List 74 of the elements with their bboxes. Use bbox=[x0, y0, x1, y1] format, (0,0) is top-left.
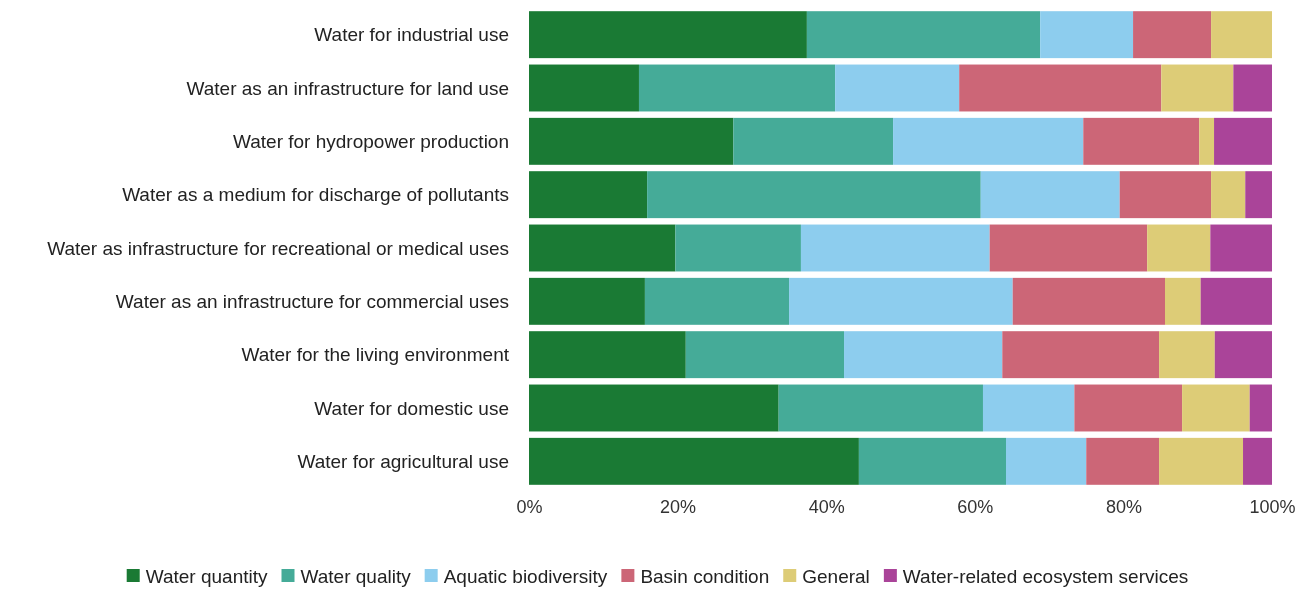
bar bbox=[1147, 224, 1211, 272]
y-tick-label: Water as a medium for discharge of pollutants bbox=[122, 184, 509, 206]
x-tick-label: 20% bbox=[660, 496, 697, 517]
bar bbox=[644, 277, 790, 325]
bar bbox=[638, 64, 836, 112]
bar bbox=[1214, 331, 1272, 379]
bar bbox=[1165, 277, 1201, 325]
legend-label: Basin condition bbox=[640, 565, 770, 587]
bar bbox=[959, 64, 1162, 112]
bar bbox=[1200, 277, 1272, 325]
bar bbox=[1006, 437, 1087, 485]
bar bbox=[1159, 437, 1244, 485]
x-tick-label: 0% bbox=[516, 496, 543, 517]
y-tick-label: Water as infrastructure for recreational or medical uses bbox=[47, 237, 509, 259]
bar bbox=[858, 437, 1007, 485]
bar bbox=[1199, 117, 1215, 165]
y-tick-label: Water for domestic use bbox=[314, 397, 509, 419]
bar bbox=[733, 117, 894, 165]
bar bbox=[1161, 64, 1234, 112]
bar bbox=[529, 277, 645, 325]
bar bbox=[893, 117, 1084, 165]
bar bbox=[1119, 171, 1212, 219]
bar bbox=[529, 64, 639, 112]
bar bbox=[1040, 11, 1134, 59]
bar bbox=[800, 224, 990, 272]
legend-label: Water quality bbox=[300, 565, 412, 587]
legend-label: Water quantity bbox=[145, 565, 268, 587]
y-tick-label: Water for agricultural use bbox=[297, 450, 509, 472]
bar bbox=[675, 224, 801, 272]
bar bbox=[1211, 171, 1246, 219]
x-tick-label: 80% bbox=[1105, 496, 1142, 517]
bar bbox=[806, 11, 1041, 59]
bar bbox=[529, 224, 676, 272]
bar bbox=[835, 64, 960, 112]
bar bbox=[529, 331, 686, 379]
bar bbox=[980, 171, 1120, 219]
bar bbox=[1214, 117, 1272, 165]
bar bbox=[1211, 11, 1272, 59]
bar bbox=[844, 331, 1003, 379]
bar bbox=[1083, 117, 1200, 165]
legend-label: Water-related ecosystem services bbox=[902, 565, 1189, 587]
bar bbox=[1012, 277, 1166, 325]
bar bbox=[647, 171, 981, 219]
bar bbox=[1245, 171, 1272, 219]
legend-label: General bbox=[802, 565, 870, 587]
bar bbox=[1086, 437, 1160, 485]
bar bbox=[1243, 437, 1272, 485]
x-tick-label: 100% bbox=[1249, 496, 1296, 517]
y-tick-label: Water as an infrastructure for commercial uses bbox=[115, 290, 509, 312]
bar bbox=[529, 171, 648, 219]
y-tick-label: Water for the living environment bbox=[241, 344, 510, 366]
bar bbox=[1182, 384, 1250, 432]
bar bbox=[1249, 384, 1272, 432]
legend-label: Aquatic biodiversity bbox=[443, 565, 608, 587]
bar bbox=[685, 331, 845, 379]
bar bbox=[529, 117, 734, 165]
bar bbox=[989, 224, 1148, 272]
bar bbox=[778, 384, 983, 432]
x-tick-label: 40% bbox=[808, 496, 845, 517]
bar bbox=[789, 277, 1013, 325]
bar bbox=[1233, 64, 1272, 112]
x-tick-label: 60% bbox=[957, 496, 994, 517]
bar bbox=[1074, 384, 1183, 432]
bar bbox=[529, 437, 859, 485]
bar bbox=[1002, 331, 1160, 379]
bar bbox=[982, 384, 1075, 432]
bar bbox=[529, 384, 779, 432]
bar bbox=[1159, 331, 1215, 379]
bar bbox=[529, 11, 807, 59]
y-tick-label: Water for hydropower production bbox=[233, 130, 509, 152]
y-tick-label: Water for industrial use bbox=[314, 24, 509, 46]
bar bbox=[1133, 11, 1212, 59]
y-tick-label: Water as an infrastructure for land use bbox=[186, 77, 509, 99]
bar bbox=[1210, 224, 1272, 272]
